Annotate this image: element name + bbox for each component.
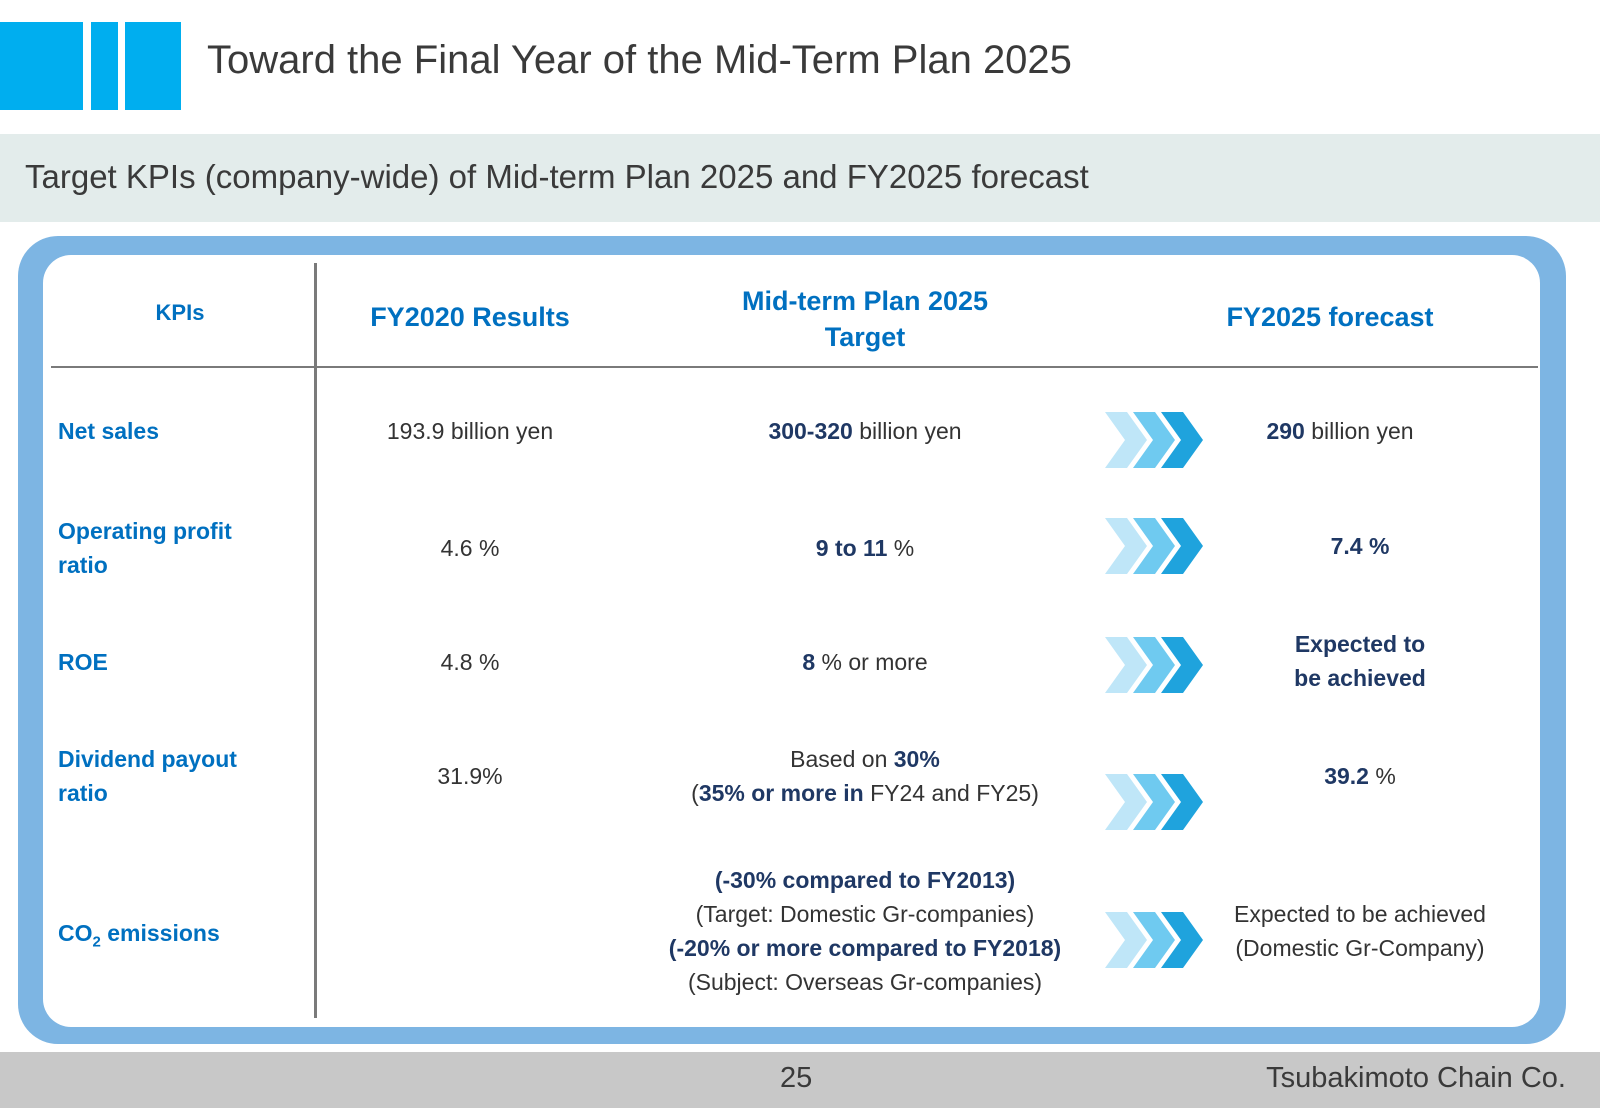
kpi-operating-profit-line2: ratio	[58, 552, 108, 578]
target-co2-emissions: (-30% compared to FY2013) (Target: Domes…	[630, 863, 1100, 999]
target-net-sales-rest: billion yen	[852, 418, 962, 444]
footer-bar: 25 Tsubakimoto Chain Co.	[0, 1052, 1600, 1108]
forecast-roe-line1: Expected to	[1294, 631, 1426, 657]
target-co2-line4: (Subject: Overseas Gr-companies)	[687, 969, 1043, 995]
kpi-dividend-payout-line2: ratio	[58, 780, 108, 806]
fy2020-operating-profit-ratio: 4.6 %	[440, 535, 500, 561]
column-divider	[314, 263, 317, 1018]
subtitle-band: Target KPIs (company-wide) of Mid-term P…	[0, 134, 1600, 222]
forecast-dividend-bold: 39.2	[1324, 763, 1369, 789]
page-title: Toward the Final Year of the Mid-Term Pl…	[207, 38, 1072, 82]
fy2020-roe: 4.8 %	[440, 649, 500, 675]
chevron-arrow-icon	[1105, 412, 1203, 468]
target-co2-line3: (-20% or more compared to FY2018)	[668, 935, 1062, 961]
target-operating-profit-ratio: 9 to 11 %	[680, 531, 1050, 565]
kpi-table-panel	[43, 255, 1540, 1027]
target-dividend-line2: (35% or more in FY24 and FY25)	[660, 776, 1070, 810]
kpi-operating-profit-line1: Operating profit	[58, 518, 232, 544]
forecast-dividend-rest: %	[1368, 763, 1396, 789]
chevron-arrow-icon	[1105, 912, 1203, 968]
title-accent-block	[0, 22, 83, 110]
forecast-co2-emissions: Expected to be achieved (Domestic Gr-Com…	[1190, 897, 1530, 965]
target-roe: 8 % or more	[680, 645, 1050, 679]
target-net-sales-bold: 300-320	[768, 418, 853, 444]
kpi-dividend-payout-ratio: Dividend payout ratio	[58, 742, 237, 810]
target-operating-profit-rest: %	[887, 535, 915, 561]
target-co2-line2: (Target: Domestic Gr-companies)	[695, 901, 1035, 927]
header-plan-line1: Mid-term Plan 2025	[741, 286, 989, 316]
title-bar: Toward the Final Year of the Mid-Term Pl…	[0, 0, 1600, 130]
forecast-roe: Expected to be achieved	[1210, 627, 1510, 695]
page-number: 25	[780, 1062, 813, 1094]
chevron-arrow-icon	[1105, 518, 1203, 574]
forecast-operating-profit-ratio: 7.4 %	[1330, 533, 1390, 559]
kpi-co2-post: emissions	[100, 920, 220, 946]
target-net-sales: 300-320 billion yen	[680, 414, 1050, 448]
header-fy2020-results: FY2020 Results	[370, 302, 570, 332]
chevron-arrow-icon	[1105, 637, 1203, 693]
company-name: Tsubakimoto Chain Co.	[1266, 1062, 1566, 1094]
header-kpis: KPIs	[155, 300, 205, 325]
title-accent-block	[91, 22, 118, 110]
target-dividend-line1-pre: Based on	[790, 746, 894, 772]
target-operating-profit-bold: 9 to 11	[815, 535, 888, 561]
section-subtitle: Target KPIs (company-wide) of Mid-term P…	[25, 158, 1089, 195]
forecast-net-sales-rest: billion yen	[1304, 418, 1414, 444]
target-dividend-line2-open: (	[691, 780, 699, 806]
header-plan-target: Mid-term Plan 2025 Target	[680, 283, 1050, 355]
header-plan-line2: Target	[824, 322, 906, 352]
forecast-co2-line2: (Domestic Gr-Company)	[1235, 935, 1485, 961]
forecast-dividend-payout-ratio: 39.2 %	[1210, 759, 1510, 793]
target-dividend-payout-ratio: Based on 30% (35% or more in FY24 and FY…	[660, 742, 1070, 810]
target-dividend-line1-bold: 30%	[893, 746, 940, 772]
kpi-roe: ROE	[58, 649, 108, 675]
target-roe-rest: % or more	[815, 649, 928, 675]
fy2020-net-sales: 193.9 billion yen	[386, 418, 554, 444]
forecast-net-sales-bold: 290	[1266, 418, 1305, 444]
fy2020-dividend-payout-ratio: 31.9%	[437, 763, 503, 789]
kpi-net-sales: Net sales	[58, 418, 160, 444]
kpi-operating-profit-ratio: Operating profit ratio	[58, 514, 232, 582]
chevron-arrow-icon	[1105, 774, 1203, 830]
target-roe-bold: 8	[802, 649, 816, 675]
target-dividend-line2-bold: 35% or more in	[698, 780, 864, 806]
header-divider	[51, 366, 1538, 368]
kpi-dividend-payout-line1: Dividend payout	[58, 746, 237, 772]
header-fy2025-forecast: FY2025 forecast	[1226, 302, 1434, 332]
kpi-co2-sub: 2	[92, 933, 101, 951]
kpi-co2-emissions: CO2 emissions	[58, 916, 220, 960]
target-dividend-line2-rest: FY24 and FY25)	[863, 780, 1039, 806]
target-co2-line1: (-30% compared to FY2013)	[714, 867, 1016, 893]
forecast-net-sales: 290 billion yen	[1190, 414, 1490, 448]
target-dividend-line1: Based on 30%	[660, 742, 1070, 776]
title-accent-block	[125, 22, 181, 110]
forecast-co2-line1: Expected to be achieved	[1234, 901, 1486, 927]
kpi-co2-pre: CO	[58, 920, 93, 946]
forecast-roe-line2: be achieved	[1294, 665, 1426, 691]
